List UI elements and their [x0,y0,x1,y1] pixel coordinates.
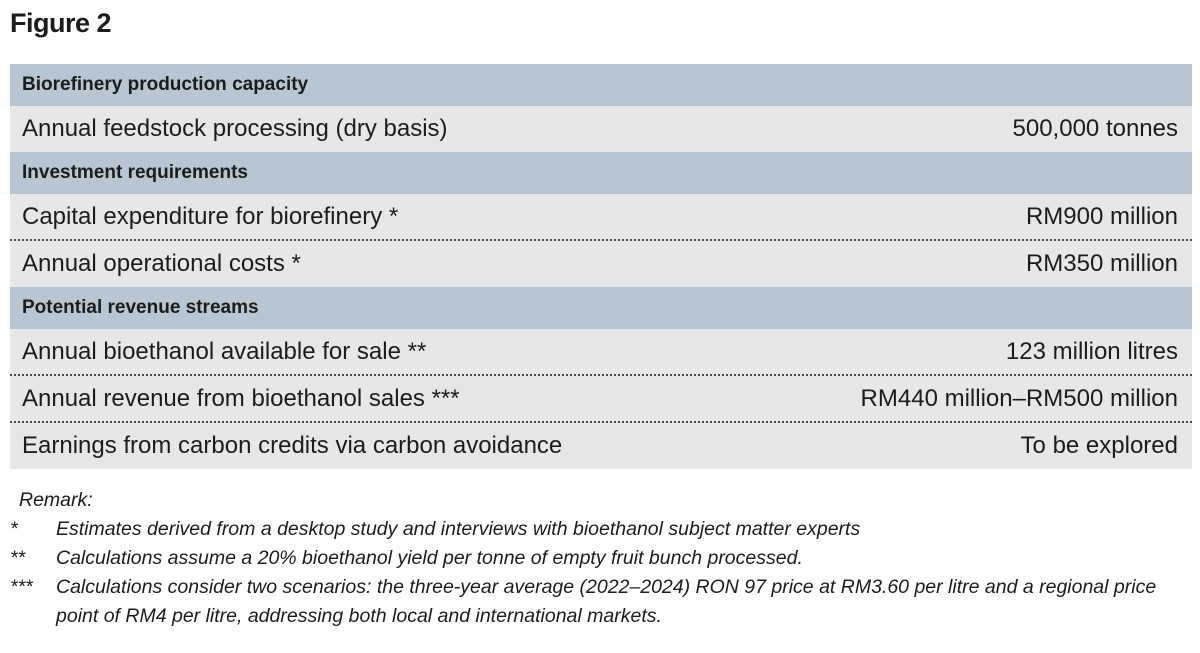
footnote-text: Calculations consider two scenarios: the… [56,576,1157,627]
figure-title: Figure 2 [10,8,112,38]
footnote-mark: ** [10,547,26,569]
row-value: RM440 million–RM500 million [860,384,1178,412]
section-heading-revenue-streams: Potential revenue streams [10,287,1192,329]
row-value: RM900 million [1025,202,1178,230]
footnote: * Estimates derived from a desktop study… [10,515,1190,544]
footnote-text: Calculations assume a 20% bioethanol yie… [56,547,803,569]
row-label: Annual bioethanol available for sale ** [22,337,427,365]
remarks: Remark: * Estimates derived from a deskt… [10,486,1190,631]
row-label: Earnings from carbon credits via carbon … [22,432,563,459]
footnote: *** Calculations consider two scenarios:… [10,573,1190,631]
table-row: Capital expenditure for biorefinery * RM… [10,194,1192,241]
row-label: Capital expenditure for biorefinery * [22,202,399,230]
row-label: Annual feedstock processing (dry basis) [22,115,448,142]
table-row: Annual operational costs * RM350 million [10,241,1192,287]
table-row: Earnings from carbon credits via carbon … [10,423,1192,469]
row-value: RM350 million [1025,250,1178,277]
footnote-mark: *** [10,576,33,598]
footnote: ** Calculations assume a 20% bioethanol … [10,544,1190,573]
row-value: To be explored [1020,432,1178,459]
table-row: Annual revenue from bioethanol sales ***… [10,376,1192,423]
row-label: Annual operational costs * [22,250,301,277]
section-heading-production-capacity: Biorefinery production capacity [10,64,1192,106]
footnote-mark: * [10,518,18,540]
section-heading-investment-requirements: Investment requirements [10,152,1192,194]
remark-title: Remark: [19,489,93,511]
table-row: Annual feedstock processing (dry basis) … [10,106,1192,152]
footnote-text: Estimates derived from a desktop study a… [56,518,861,540]
table-row: Annual bioethanol available for sale ** … [10,329,1192,376]
row-label: Annual revenue from bioethanol sales *** [22,384,460,412]
row-value: 500,000 tonnes [1012,115,1178,142]
row-value: 123 million litres [1005,337,1178,365]
data-table: Biorefinery production capacity Annual f… [10,64,1192,469]
